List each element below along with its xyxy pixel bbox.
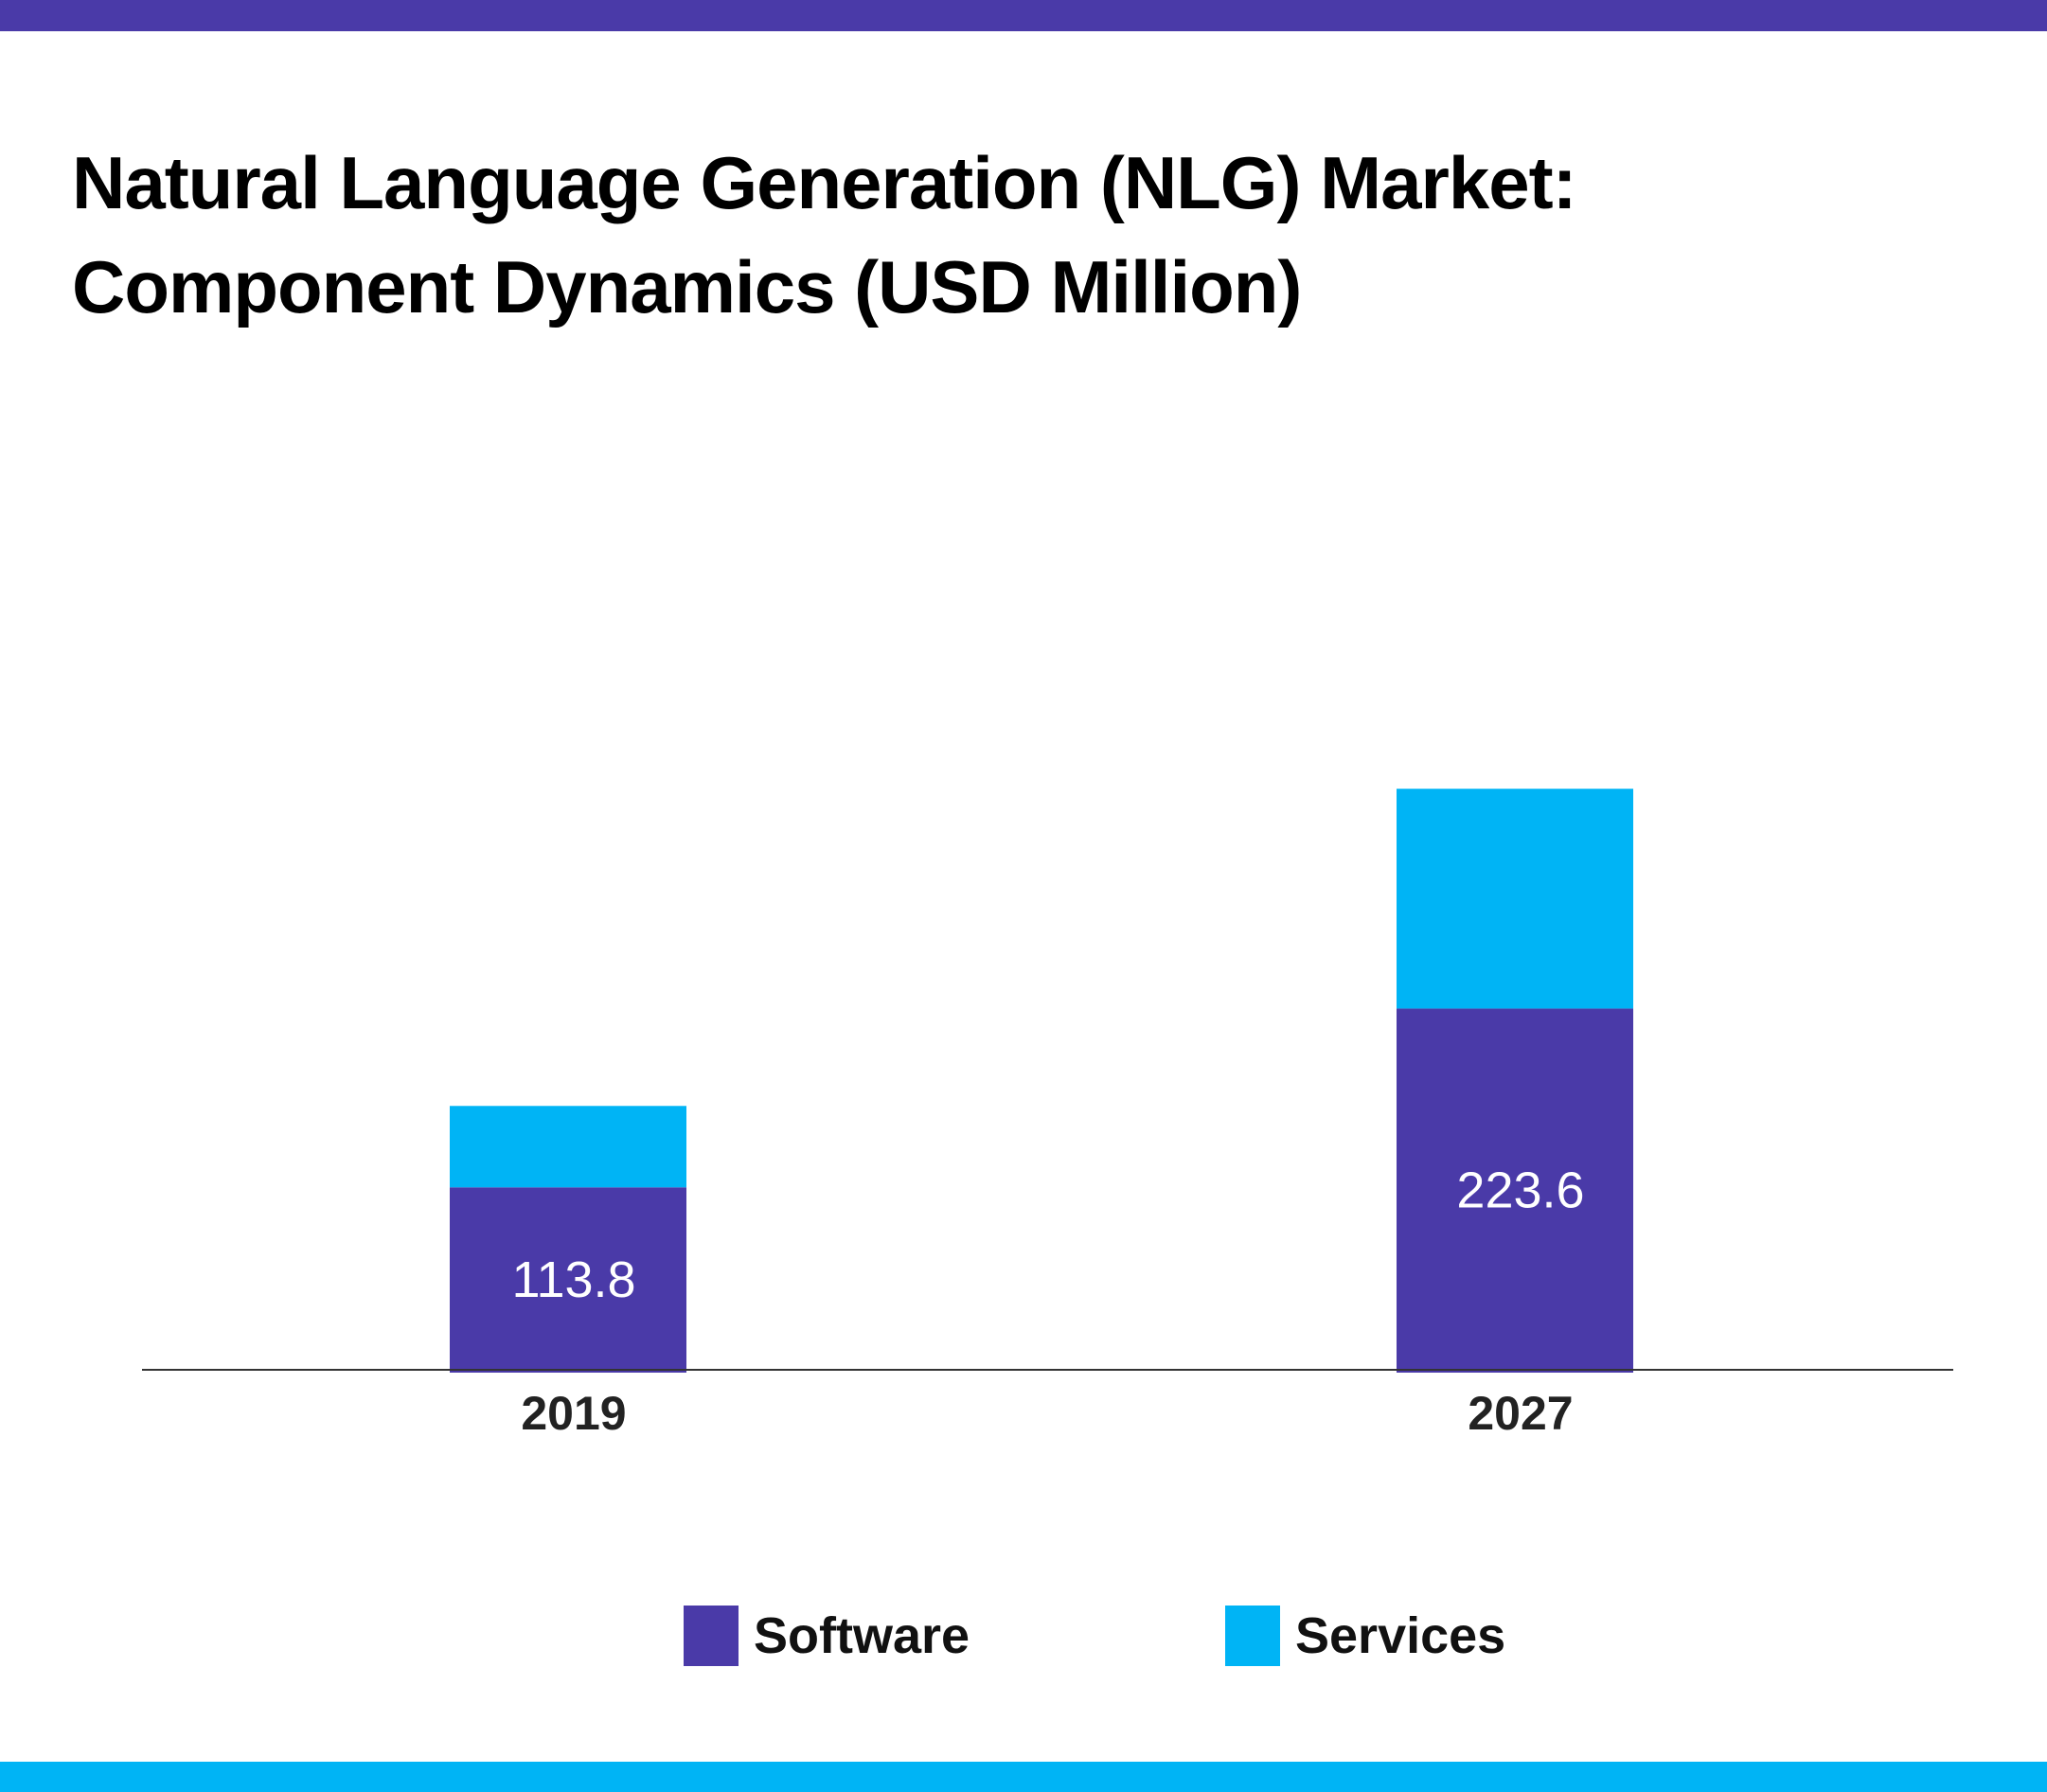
data-label-software-2027: 223.6: [1456, 1162, 1584, 1219]
bar-software-2027: [1397, 1008, 1633, 1373]
legend-label-software: Software: [754, 1607, 970, 1664]
data-label-software-2019: 113.8: [511, 1251, 635, 1308]
legend-swatch-software: [684, 1606, 739, 1666]
bar-services-2027: [1397, 789, 1633, 1009]
bar-services-2019: [450, 1106, 686, 1188]
bar-software-2019: [450, 1187, 686, 1373]
x-tick-label-2019: 2019: [521, 1387, 626, 1440]
label-group: 113.8 2019 223.6 2027: [511, 1162, 1584, 1440]
legend-label-services: Services: [1295, 1607, 1506, 1664]
top-accent-band: [0, 0, 2047, 31]
bar-group: [450, 789, 1633, 1373]
chart-title: Natural Language Generation (NLG) Market…: [72, 131, 1966, 339]
legend-item-services: Services: [1225, 1603, 1505, 1669]
bottom-accent-band: [0, 1762, 2047, 1792]
chart-title-line-2: Component Dynamics (USD Million): [72, 245, 1302, 328]
x-tick-label-2027: 2027: [1468, 1387, 1573, 1440]
chart-title-line-1: Natural Language Generation (NLG) Market…: [72, 141, 1577, 224]
legend-item-software: Software: [684, 1603, 970, 1669]
legend-swatch-services: [1225, 1606, 1280, 1666]
